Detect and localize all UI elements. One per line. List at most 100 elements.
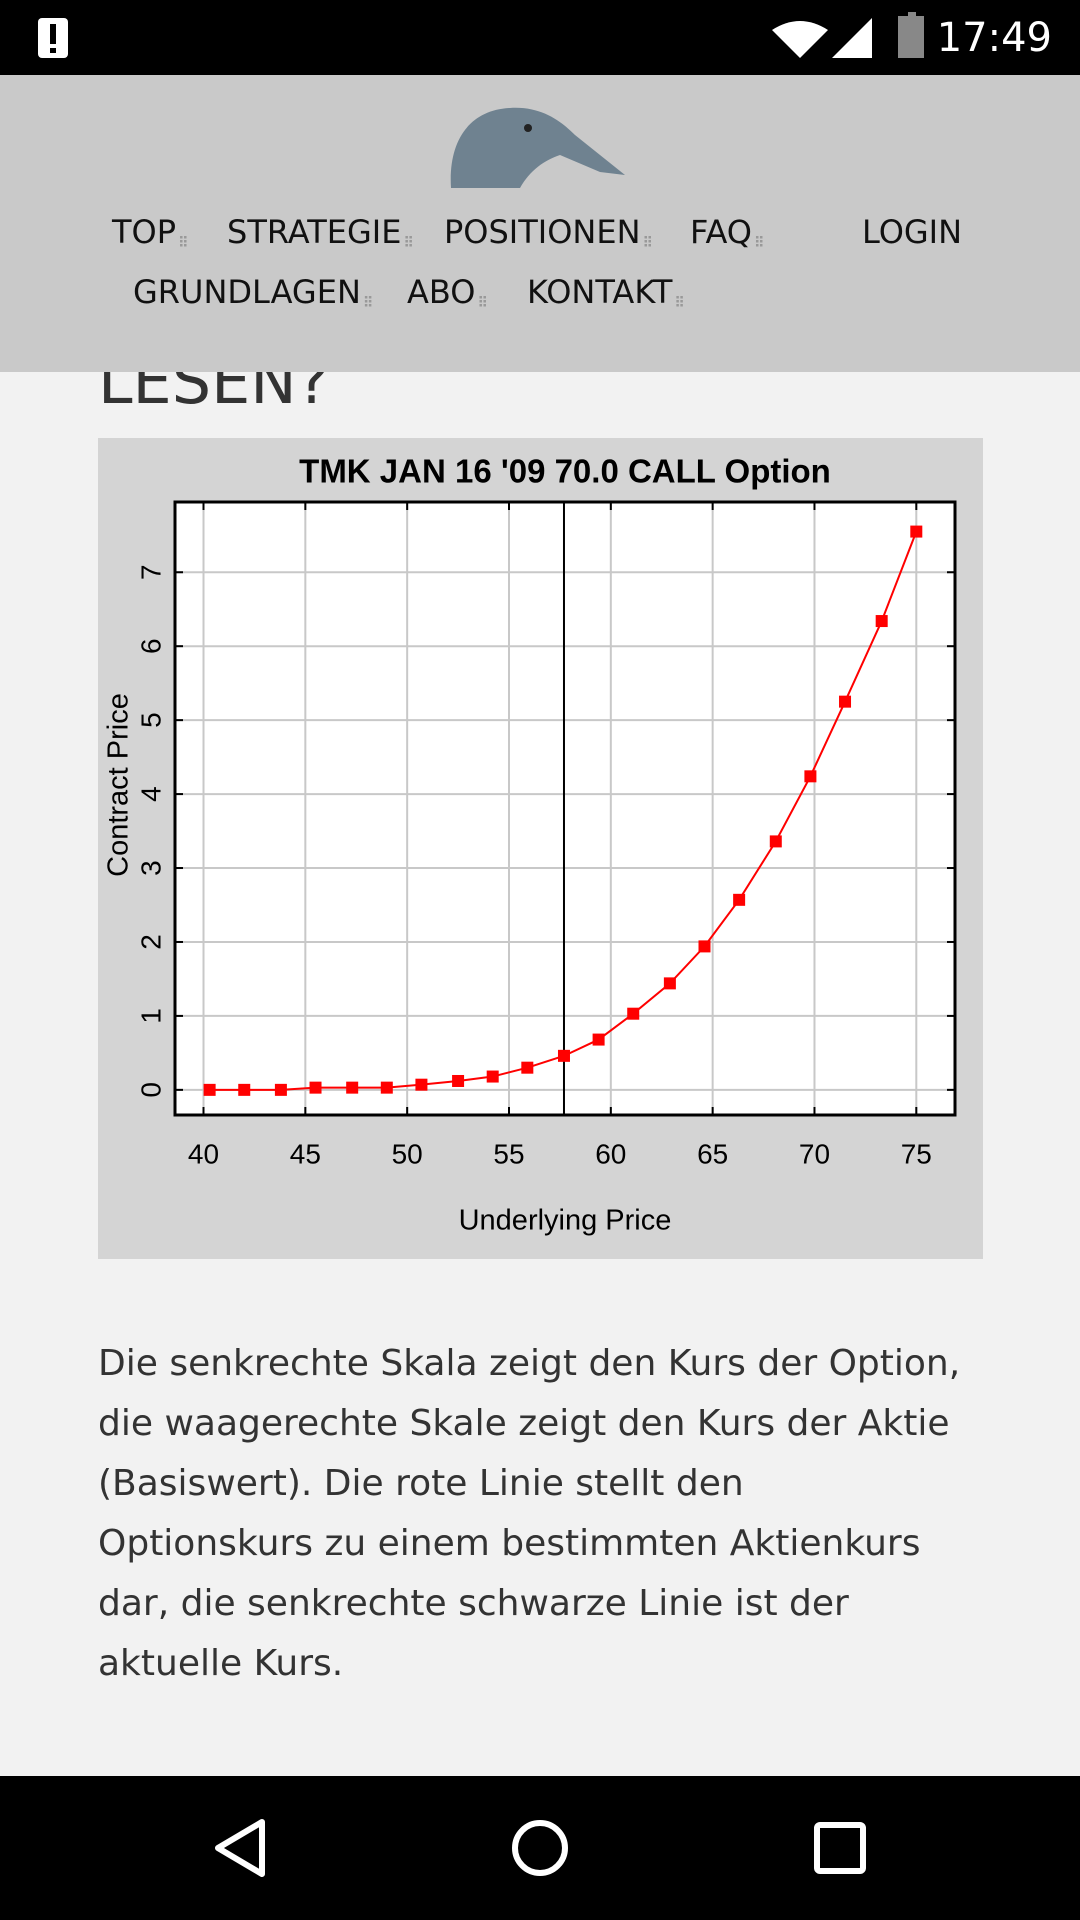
nav-grip	[680, 304, 683, 307]
login-link[interactable]: LOGIN	[862, 213, 962, 251]
paragraph-line: dar, die senkrechte schwarze Linie ist d…	[98, 1583, 849, 1624]
paragraph-line: Optionskurs zu einem bestimmten Aktienku…	[98, 1523, 920, 1564]
logo[interactable]	[450, 107, 625, 188]
nav-grip	[483, 300, 486, 303]
nav-grip	[409, 240, 412, 243]
y-tick-label: 6	[135, 638, 166, 654]
data-point	[203, 1083, 216, 1096]
nav-link[interactable]: KONTAKT	[527, 273, 673, 311]
x-tick-label: 65	[697, 1138, 728, 1169]
x-tick-label: 70	[799, 1138, 830, 1169]
nav-grip	[648, 240, 651, 243]
nav-link[interactable]: FAQ	[690, 213, 752, 251]
logo-eye	[524, 124, 532, 132]
y-tick-label: 7	[135, 564, 166, 580]
nav-grip	[364, 304, 368, 307]
nav-grip	[648, 244, 651, 247]
nav-grip	[405, 236, 408, 239]
x-tick-label: 55	[493, 1138, 524, 1169]
y-tick-label: 4	[135, 786, 166, 802]
paragraph-line: die waagerechte Skale zeigt den Kurs der…	[98, 1403, 950, 1444]
data-point	[346, 1081, 359, 1094]
nav-link[interactable]: ABO	[407, 273, 475, 311]
paragraph-line: Die senkrechte Skala zeigt den Kurs der …	[98, 1343, 960, 1384]
data-point	[769, 835, 782, 848]
data-point	[592, 1033, 605, 1046]
data-point	[733, 893, 746, 906]
paragraph-line: aktuelle Kurs.	[98, 1643, 343, 1684]
y-tick-label: 0	[135, 1082, 166, 1098]
data-point	[557, 1049, 570, 1062]
nav-grip	[759, 236, 763, 239]
x-axis-label: Underlying Price	[459, 1205, 672, 1237]
nav-grip	[368, 296, 372, 299]
data-point	[238, 1083, 251, 1096]
nav-grip	[755, 236, 759, 239]
y-axis-label: Contract Price	[103, 693, 135, 877]
data-point	[698, 940, 711, 953]
x-tick-label: 75	[901, 1138, 932, 1169]
paragraph-line: (Basiswert). Die rote Linie stellt den	[98, 1463, 744, 1504]
nav-grip	[405, 244, 408, 247]
nav-grip	[755, 244, 759, 247]
nav-grip	[479, 304, 482, 307]
nav-grip	[479, 296, 482, 299]
y-tick-label: 3	[135, 860, 166, 876]
nav-grip	[180, 236, 183, 239]
nav-grip	[755, 240, 759, 243]
nav-grip	[409, 244, 412, 247]
nav-grip	[180, 240, 183, 243]
nav-grip	[368, 304, 372, 307]
y-tick-label: 2	[135, 934, 166, 950]
nav-grip	[680, 300, 683, 303]
nav-link[interactable]: GRUNDLAGEN	[133, 273, 361, 311]
nav-grip	[180, 244, 183, 247]
nav-grip	[648, 236, 651, 239]
data-point	[452, 1074, 465, 1087]
signal-icon	[832, 18, 872, 58]
x-tick-label: 50	[392, 1138, 423, 1169]
x-tick-label: 45	[290, 1138, 321, 1169]
status-time: 17:49	[937, 15, 1052, 61]
nav-link[interactable]: POSITIONEN	[444, 213, 641, 251]
nav-link[interactable]: STRATEGIE	[227, 213, 401, 251]
nav-grip	[676, 304, 679, 307]
nav-grip	[483, 304, 486, 307]
y-tick-label: 1	[135, 1008, 166, 1024]
notification-icon-mark	[50, 24, 56, 44]
plot-area	[175, 502, 955, 1115]
navigation-bar	[0, 1776, 1080, 1920]
nav-grip	[405, 240, 408, 243]
nav-grip	[364, 300, 368, 303]
data-point	[380, 1081, 393, 1094]
y-tick-label: 5	[135, 712, 166, 728]
data-point	[804, 770, 817, 783]
data-point	[663, 977, 676, 990]
data-point	[875, 615, 888, 628]
nav-grip	[479, 300, 482, 303]
nav-grip	[644, 240, 647, 243]
nav-grip	[644, 236, 647, 239]
nav-grip	[676, 300, 679, 303]
recents-button[interactable]	[814, 1822, 866, 1874]
x-tick-label: 60	[595, 1138, 626, 1169]
nav-link[interactable]: TOP	[111, 213, 176, 251]
nav-grip	[364, 296, 368, 299]
data-point	[274, 1083, 287, 1096]
data-point	[627, 1007, 640, 1020]
nav-grip	[759, 240, 763, 243]
data-point	[910, 525, 923, 538]
home-button[interactable]	[512, 1820, 568, 1876]
nav-grip	[409, 236, 412, 239]
nav-grip	[368, 300, 372, 303]
nav-grip	[184, 244, 187, 247]
notification-icon-dot	[50, 48, 56, 53]
nav-grip	[759, 244, 763, 247]
data-point	[521, 1061, 534, 1074]
nav-grip	[680, 296, 683, 299]
nav-grip	[676, 296, 679, 299]
nav-grip	[644, 244, 647, 247]
back-button[interactable]	[215, 1819, 265, 1877]
data-point	[415, 1078, 428, 1091]
